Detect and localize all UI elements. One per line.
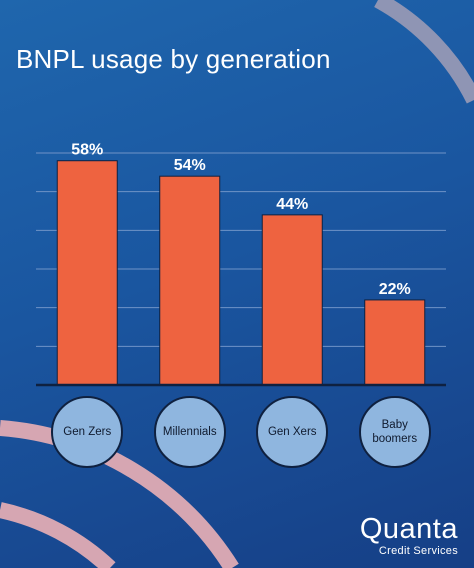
bar-2 — [159, 175, 221, 386]
bar-1 — [56, 160, 118, 386]
brand-tagline: Credit Services — [378, 545, 458, 557]
category-label-1: Gen Zers — [63, 425, 112, 438]
category-label-3: Gen Xers — [267, 425, 317, 438]
data-label-3: 44% — [276, 196, 308, 213]
category-circle-1: Gen Zers — [51, 396, 124, 468]
brand-logo: Quanta Credit Services — [360, 514, 458, 557]
data-label-2: 54% — [174, 157, 206, 174]
arc-top-right — [374, 0, 474, 104]
arc-bottom-left-outer — [0, 420, 239, 568]
data-label-4: 22% — [379, 281, 411, 298]
category-label-4: Baby boomers — [372, 418, 418, 445]
chart-title: BNPL usage by generation — [16, 44, 331, 74]
category-circle-3: Gen Xers — [256, 396, 329, 468]
arc-bottom-left-inner — [0, 502, 116, 568]
category-circle-2: Millennials — [153, 396, 226, 468]
bar-3 — [261, 214, 323, 386]
data-label-1: 58% — [71, 142, 103, 159]
category-circle-4: Baby boomers — [358, 396, 431, 468]
category-label-2: Millennials — [162, 425, 217, 438]
brand-name: Quanta — [359, 513, 458, 545]
bar-4 — [364, 299, 426, 386]
